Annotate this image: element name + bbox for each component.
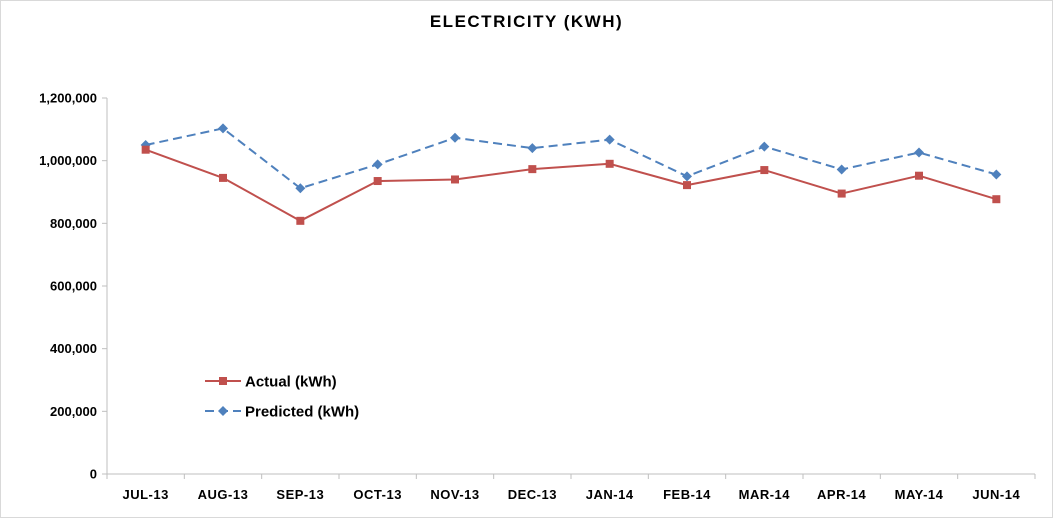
y-tick-label: 400,000 [50, 341, 97, 356]
data-point-predicted [914, 147, 924, 158]
x-tick-label: JAN-14 [586, 487, 634, 502]
series-line-actual [145, 148, 997, 222]
x-tick-label: NOV-13 [430, 487, 479, 502]
y-tick-label: 1,200,000 [39, 91, 97, 106]
legend-marker-square [219, 377, 227, 385]
data-point-actual [683, 181, 691, 190]
legend-label: Predicted (kWh) [245, 404, 359, 421]
y-tick-label: 800,000 [50, 216, 97, 231]
x-tick-label: APR-14 [817, 487, 867, 502]
legend-label: Actual (kWh) [245, 374, 337, 391]
y-tick-label: 0 [90, 467, 97, 482]
data-point-predicted [295, 183, 306, 194]
data-point-predicted [372, 159, 383, 170]
y-tick-label: 1,000,000 [39, 153, 97, 168]
x-tick-label: DEC-13 [508, 487, 557, 502]
legend-marker-diamond [218, 406, 228, 416]
x-tick-label: FEB-14 [663, 487, 711, 502]
data-point-actual [296, 216, 305, 225]
x-tick-label: JUL-13 [122, 487, 168, 502]
data-point-actual [915, 171, 923, 180]
data-point-predicted [991, 169, 1002, 180]
data-point-actual [451, 175, 459, 184]
data-point-predicted [450, 132, 460, 143]
chart-title: ELECTRICITY (KWH) [429, 12, 624, 31]
data-point-actual [992, 195, 1001, 204]
data-point-actual [528, 165, 537, 174]
x-tick-label: AUG-13 [198, 487, 249, 502]
data-point-predicted [604, 134, 615, 145]
data-point-predicted [759, 141, 770, 152]
data-point-predicted [527, 143, 538, 154]
data-point-actual [373, 177, 382, 186]
series-line-predicted [145, 127, 997, 190]
data-point-actual [760, 166, 769, 175]
x-tick-label: JUN-14 [972, 487, 1020, 502]
data-point-actual [219, 173, 227, 182]
y-tick-label: 200,000 [50, 404, 97, 419]
x-tick-label: MAY-14 [895, 487, 944, 502]
data-point-actual [605, 159, 614, 168]
data-point-predicted [218, 123, 228, 134]
x-tick-label: OCT-13 [353, 487, 402, 502]
data-point-predicted [682, 171, 692, 182]
data-point-predicted [836, 164, 847, 175]
y-tick-label: 600,000 [50, 279, 97, 294]
x-tick-label: MAR-14 [739, 487, 791, 502]
data-point-actual [837, 189, 846, 198]
x-tick-label: SEP-13 [276, 487, 324, 502]
data-point-actual [141, 145, 150, 154]
